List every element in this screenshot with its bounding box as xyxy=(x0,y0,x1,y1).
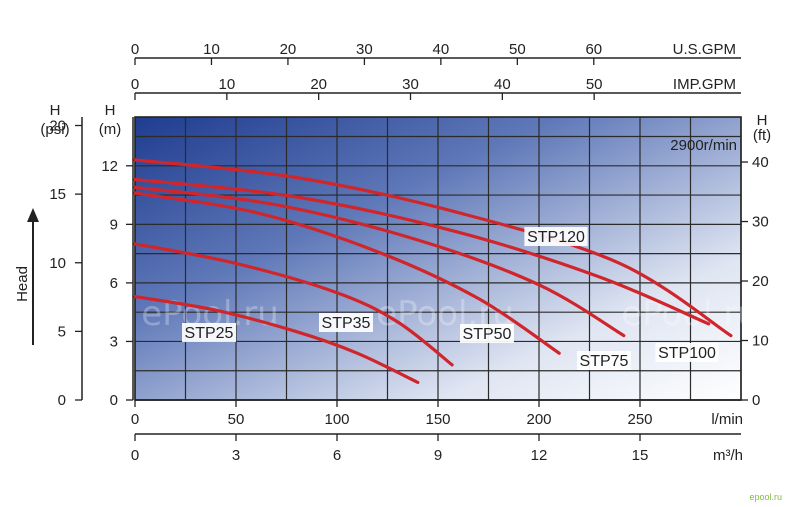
axis-title: H xyxy=(105,102,116,119)
tick-label: 6 xyxy=(333,447,341,464)
curve-label-bg xyxy=(319,313,373,332)
tick-label: 200 xyxy=(526,411,551,428)
tick-label: 50 xyxy=(586,76,603,93)
tick-label: 3 xyxy=(110,333,118,350)
axis-title: H xyxy=(757,112,768,129)
curve-label-stp25: STP25 xyxy=(185,325,234,342)
tick-label: 5 xyxy=(58,323,66,340)
tick-label: 10 xyxy=(218,76,235,93)
axis-unit-label: (ft) xyxy=(753,127,771,144)
tick-label: 15 xyxy=(49,186,66,203)
curve-stp120 xyxy=(133,158,733,338)
tick-label: 30 xyxy=(356,41,373,58)
tick-label: 20 xyxy=(49,118,66,135)
axis-unit-label: m³/h xyxy=(713,447,743,464)
tick-label: 0 xyxy=(131,447,139,464)
curve-stp35 xyxy=(133,242,454,367)
tick-label: 40 xyxy=(433,41,450,58)
curve-stp100 xyxy=(133,177,711,326)
curve-label-bg xyxy=(182,323,236,342)
tick-label: 0 xyxy=(58,392,66,409)
tick-label: 0 xyxy=(131,41,139,58)
head-arrow-icon xyxy=(27,208,39,222)
tick-label: 10 xyxy=(49,255,66,272)
tick-label: 12 xyxy=(531,447,548,464)
tick-label: 250 xyxy=(627,411,652,428)
tick-label: 100 xyxy=(324,411,349,428)
watermark-text: .ru xyxy=(0,294,43,334)
axis-unit-label: (m) xyxy=(99,121,122,138)
tick-label: 9 xyxy=(110,216,118,233)
tick-label: 0 xyxy=(131,76,139,93)
curve-label-bg xyxy=(460,324,514,343)
curve-label-stp50: STP50 xyxy=(463,326,512,343)
curve-label-stp120: STP120 xyxy=(527,229,585,246)
tick-label: 40 xyxy=(752,154,769,171)
speed-label: 2900r/min xyxy=(670,137,737,154)
corner-mark: epool.ru xyxy=(749,492,782,502)
tick-label: 9 xyxy=(434,447,442,464)
watermark-layer: ePool.ru ePool.ru ePool.ru.ru xyxy=(0,294,759,334)
tick-label: 12 xyxy=(101,158,118,175)
tick-label: 40 xyxy=(494,76,511,93)
tick-label: 20 xyxy=(280,41,297,58)
axis-unit-label: l/min xyxy=(711,411,743,428)
tick-label: 0 xyxy=(131,411,139,428)
curve-label-bg xyxy=(655,343,719,362)
tick-label: 6 xyxy=(110,275,118,292)
tick-label: 30 xyxy=(402,76,419,93)
curve-label-stp100: STP100 xyxy=(658,345,716,362)
axis-unit-label: IMP.GPM xyxy=(673,76,736,93)
tick-label: 50 xyxy=(509,41,526,58)
tick-label: 50 xyxy=(228,411,245,428)
pump-curves xyxy=(133,158,733,384)
axis-unit-label: U.S.GPM xyxy=(673,41,736,58)
tick-label: 0 xyxy=(110,392,118,409)
tick-label: 20 xyxy=(310,76,327,93)
curve-label-stp35: STP35 xyxy=(322,315,371,332)
tick-label: 10 xyxy=(752,333,769,350)
tick-label: 30 xyxy=(752,214,769,231)
curve-stp50 xyxy=(133,191,561,355)
tick-label: 10 xyxy=(203,41,220,58)
curve-label-stp75: STP75 xyxy=(580,353,629,370)
head-label: Head xyxy=(14,266,31,302)
axis-unit-label: (psi) xyxy=(40,121,69,138)
axis-title: H xyxy=(50,102,61,119)
curve-labels: STP25 STP35 STP50 STP75 STP100 STP120 xyxy=(182,227,719,370)
tick-label: 3 xyxy=(232,447,240,464)
curve-stp25 xyxy=(133,295,420,384)
tick-label: 150 xyxy=(425,411,450,428)
grid xyxy=(134,116,742,401)
tick-label: 60 xyxy=(585,41,602,58)
curve-label-bg xyxy=(524,227,588,246)
tick-label: 20 xyxy=(752,273,769,290)
tick-label: 0 xyxy=(752,392,760,409)
curve-label-bg xyxy=(577,351,631,370)
tick-label: 15 xyxy=(632,447,649,464)
curve-stp75 xyxy=(133,185,626,338)
